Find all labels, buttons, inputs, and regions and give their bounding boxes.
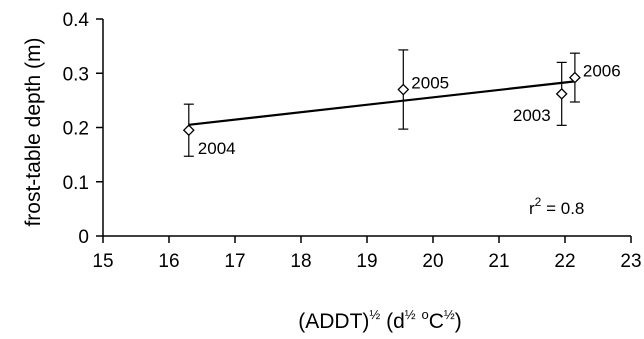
x-tick-label: 21 (488, 251, 509, 272)
x-tick-label: 20 (422, 251, 443, 272)
data-point (568, 71, 581, 84)
x-tick-label: 22 (554, 251, 575, 272)
y-tick-label: 0.4 (63, 10, 90, 31)
data-point-label: 2003 (513, 106, 551, 125)
x-tick-label: 18 (290, 251, 311, 272)
data-point-label: 2004 (198, 139, 236, 158)
data-point (182, 124, 195, 137)
r-squared-annotation: r2 = 0.8 (529, 195, 584, 218)
data-point-label: 2005 (411, 74, 449, 93)
data-point-label: 2006 (583, 62, 621, 81)
data-marks: 2004 2005 2003 2006 (182, 49, 621, 158)
x-tick-label: 17 (224, 251, 245, 272)
data-point (397, 83, 410, 96)
x-axis-title: (ADDT)½ (d½ oC½) (298, 307, 461, 333)
x-tick-label: 15 (92, 251, 113, 272)
x-tick-label: 19 (356, 251, 377, 272)
ticks: 0 0.1 0.2 0.3 0.4 15 16 17 18 19 20 21 22 23 (63, 10, 642, 272)
y-tick-label: 0.3 (63, 64, 89, 85)
data-point (555, 87, 568, 100)
y-tick-label: 0 (78, 227, 89, 248)
x-tick-label: 23 (620, 251, 641, 272)
y-axis-title: frost-table depth (m) (22, 37, 45, 226)
regression-line (188, 80, 576, 126)
x-tick-label: 16 (158, 251, 179, 272)
y-tick-label: 0.2 (63, 119, 89, 140)
y-tick-label: 0.1 (63, 173, 89, 194)
